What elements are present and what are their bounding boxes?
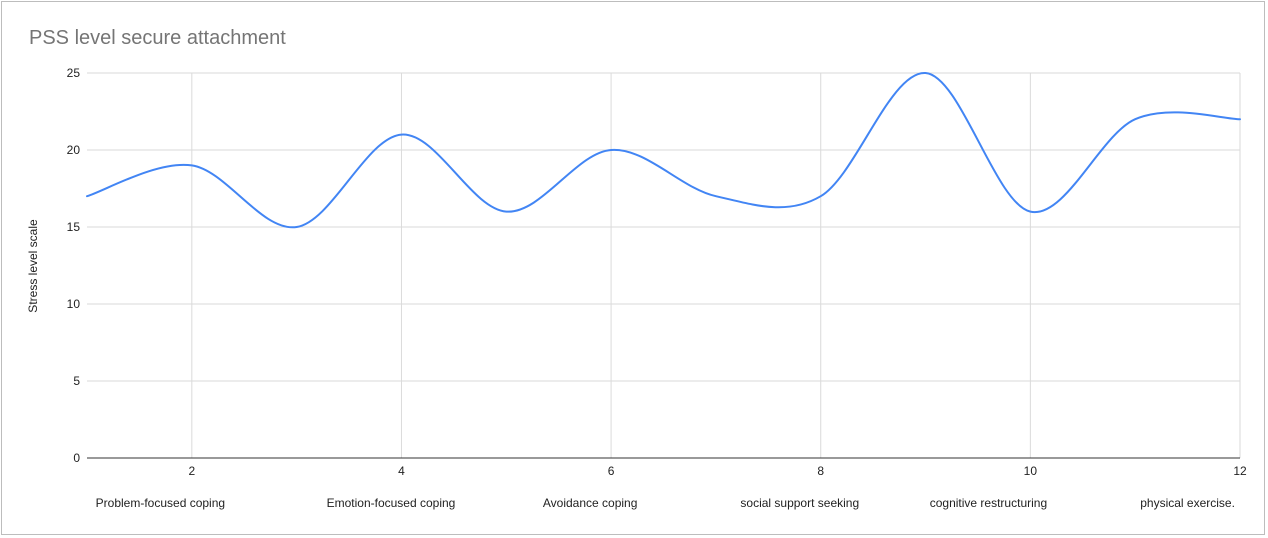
y-tick-label: 5: [73, 374, 80, 388]
strategy-label: Emotion-focused coping: [327, 496, 456, 510]
strategy-label: cognitive restructuring: [930, 496, 1047, 510]
strategy-label: social support seeking: [740, 496, 859, 510]
y-tick-label: 15: [67, 220, 81, 234]
y-tick-label: 0: [73, 451, 80, 465]
y-tick-label: 20: [67, 143, 81, 157]
y-tick-label: 25: [67, 66, 81, 80]
x-tick-label: 10: [1024, 464, 1038, 478]
strategy-label: Avoidance coping: [543, 496, 638, 510]
strategy-label: Problem-focused coping: [96, 496, 225, 510]
x-tick-label: 8: [817, 464, 824, 478]
chart-title: PSS level secure attachment: [29, 27, 286, 49]
y-axis-label: Stress level scale: [26, 219, 40, 313]
x-tick-label: 6: [608, 464, 615, 478]
series-line: [86, 71, 1241, 229]
x-tick-label: 2: [188, 464, 195, 478]
strategy-label: physical exercise.: [1140, 496, 1235, 510]
x-tick-label: 4: [398, 464, 405, 478]
y-tick-label: 10: [67, 297, 81, 311]
x-tick-label: 12: [1233, 464, 1247, 478]
